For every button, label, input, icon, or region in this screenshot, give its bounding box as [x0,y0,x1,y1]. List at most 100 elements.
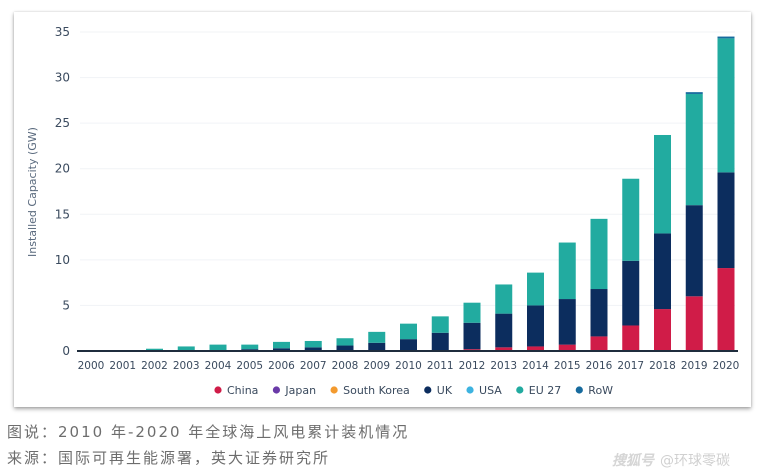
legend-marker [272,386,281,394]
bar-segment-eu-27-2002 [146,348,163,351]
bar-segment-row-2020 [717,36,735,39]
bar-segment-eu-27-2006 [273,341,290,349]
gridlines [80,31,735,306]
bar-segment-china-2017 [622,325,640,351]
figure-source: 来源：国际可再生能源署，英大证券研究所 [7,449,331,467]
legend-label: UK [437,384,453,397]
bar-segment-uk-2015 [558,299,576,345]
legend-item-japan: Japan [272,384,316,397]
y-tick-label: 5 [62,298,70,312]
bar-segment-china-2018 [654,309,671,351]
legend-marker [214,386,222,394]
x-tick-label: 2015 [554,360,581,372]
y-tick-label: 10 [55,253,70,267]
x-tick-label: 2010 [395,360,422,372]
stacked-bar-chart: 0 5 10 15 20 25 30 35 Installed Capacity (GW) 2… [26,25,740,397]
bar-segment-eu-27-2007 [304,340,322,348]
legend-item-eu-27: EU 27 [516,384,561,397]
bar-segment-china-2013 [495,347,513,351]
legend-item-china: China [214,384,258,397]
legend-label: EU 27 [529,384,562,397]
bar-segment-uk-2016 [590,289,608,337]
x-tick-label: 2009 [363,360,390,372]
legend-item-row: RoW [575,384,613,397]
x-tick-label: 2003 [173,360,200,372]
bar-segment-china-2014 [527,346,544,351]
x-tick-label: 2002 [141,360,168,372]
bar-segment-uk-2014 [527,305,544,347]
x-tick-label: 2007 [300,360,327,372]
x-tick-label: 2014 [522,360,549,372]
watermark-account: @环球零碳 [660,453,730,469]
bar-segment-uk-2018 [654,233,671,310]
figure-caption: 图说：2010 年-2020 年全球海上风电累计装机情况 [7,423,410,441]
y-tick-label: 15 [55,207,70,221]
bar-segment-uk-2020 [717,172,735,269]
y-axis-label: Installed Capacity (GW) [26,127,39,257]
bar-segment-uk-2010 [400,339,417,351]
bar-segment-eu-27-2019 [685,93,703,206]
y-tick-label: 0 [62,344,70,358]
y-tick-label: 30 [55,71,70,85]
bar-segment-china-2016 [590,336,608,351]
legend: China Japan South Korea UK USA EU 27 RoW [214,384,613,397]
bar-segment-eu-27-2010 [400,323,417,340]
x-tick-label: 2013 [490,360,517,372]
x-tick-label: 2005 [236,360,263,372]
x-tick-label: 2019 [681,360,708,372]
bar-segment-row-2019 [685,92,703,94]
legend-marker [575,386,583,394]
legend-item-south-korea: South Korea [330,384,410,397]
x-tick-label: 2017 [617,360,644,372]
bar-segment-eu-27-2009 [368,331,386,343]
bar-segment-eu-27-2017 [622,178,640,261]
bar-segment-uk-2008 [336,345,354,351]
bar-segment-eu-27-2016 [590,218,608,290]
x-tick-label: 2001 [109,360,136,372]
x-tick-label: 2006 [268,360,295,372]
legend-label: China [227,384,258,397]
legend-label: South Korea [343,384,410,397]
x-tick-label: 2018 [649,360,676,372]
legend-marker [330,386,338,394]
bar-segment-china-2019 [685,296,703,351]
legend-marker [516,386,524,394]
legend-item-uk: UK [424,384,453,397]
bar-segment-china-2015 [558,344,576,351]
bar-segment-uk-2006 [273,348,290,351]
y-tick-label: 35 [55,25,70,39]
watermark-logo: 搜狐号 [612,453,654,469]
bar-segment-china-2020 [717,268,735,351]
bar-segment-uk-2012 [463,322,481,350]
bars [82,36,735,352]
x-tick-label: 2012 [459,360,486,372]
x-tick-label: 2016 [586,360,613,372]
watermark: 搜狐号 @环球零碳 [612,450,730,470]
x-tick-label: 2000 [78,360,105,372]
bar-segment-eu-27-2012 [463,302,481,323]
bar-segment-uk-2013 [495,313,513,348]
x-tick-label: 2004 [205,360,232,372]
legend-marker [424,386,432,394]
bar-segment-uk-2009 [368,342,386,351]
bar-segment-eu-27-2020 [717,38,735,173]
bar-segment-eu-27-2013 [495,284,513,314]
legend-label: RoW [588,384,613,397]
bar-segment-eu-27-2018 [654,134,671,234]
x-tick-label: 2020 [713,360,740,372]
legend-marker [466,386,474,394]
legend-label: USA [479,384,502,397]
bar-segment-eu-27-2015 [558,242,576,300]
x-axis-ticks: 2000 2001 2002 2003 2004 2005 2006 2007 2008 2009… [78,360,740,372]
y-axis-ticks: 0 5 10 15 20 25 30 35 [55,25,70,358]
bar-segment-eu-27-2004 [209,344,227,351]
bar-segment-eu-27-2014 [527,272,544,306]
legend-item-usa: USA [466,384,502,397]
bar-segment-eu-27-2005 [241,344,259,350]
bar-segment-uk-2011 [431,332,449,351]
y-tick-label: 20 [55,162,70,176]
bar-segment-eu-27-2008 [336,338,354,346]
bar-segment-uk-2019 [685,205,703,297]
legend-label: Japan [284,384,316,397]
bar-segment-eu-27-2003 [177,346,195,351]
